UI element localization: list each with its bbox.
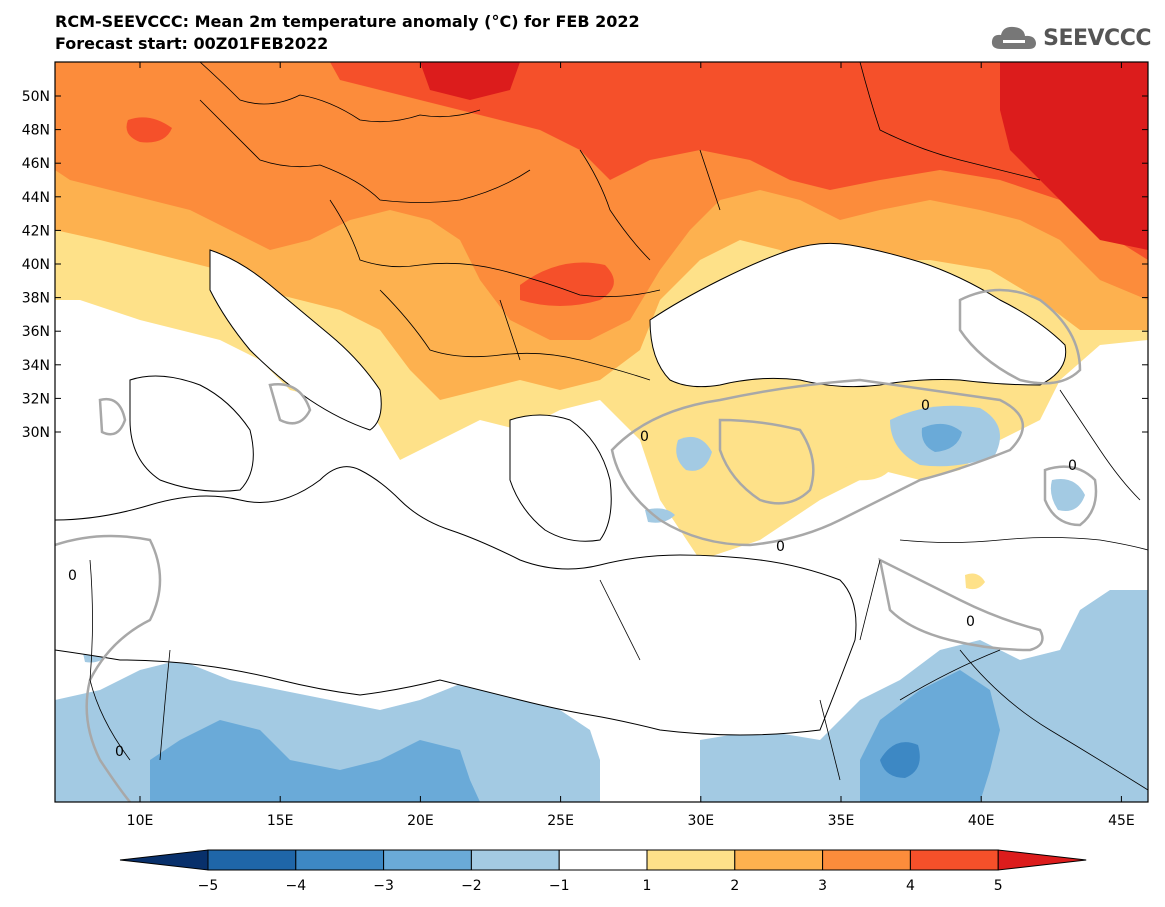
cold-anomaly-sea [645, 508, 675, 523]
warm-anomaly-syria [965, 573, 985, 590]
warm-anomaly-4-5 [330, 62, 1148, 260]
colorbar-label: −2 [461, 878, 482, 894]
adriatic-sea [209, 249, 382, 431]
lat-label: 40N [22, 257, 50, 273]
warm-anomaly-turkey-2 [845, 464, 890, 481]
colorbar-label: −3 [373, 878, 394, 894]
lat-label: 34N [22, 358, 50, 374]
cold-anomaly-turkey-west [676, 436, 712, 471]
map-title: RCM-SEEVCCC: Mean 2m temperature anomaly… [55, 12, 640, 31]
contour-label: 0 [115, 744, 124, 760]
colorbar-swatch [646, 849, 736, 871]
colorbar-label: 4 [906, 878, 915, 894]
logo-text: SEEVCCC [1043, 25, 1151, 51]
colorbar-label: −1 [549, 878, 570, 894]
colorbar-swatch [207, 849, 297, 871]
colorbar-label: 1 [643, 878, 652, 894]
colorbar-swatch [909, 849, 999, 871]
lat-label: 32N [22, 391, 50, 407]
colorbar-swatch [470, 849, 560, 871]
warm-anomaly-4-5-alps [126, 117, 172, 143]
forecast-start: Forecast start: 00Z01FEB2022 [55, 34, 329, 53]
lat-label: 42N [22, 223, 50, 239]
colorbar-swatch [822, 849, 911, 871]
contour-label: 0 [1068, 458, 1077, 474]
colorbar-label: −4 [285, 878, 306, 894]
lat-label: 44N [22, 190, 50, 206]
warm-anomaly-turkey-1 [769, 462, 803, 505]
lat-label: 38N [22, 291, 50, 307]
contour-label: 0 [966, 614, 975, 630]
cold-anomaly-arabia-3 [880, 742, 920, 778]
lon-label: 10E [127, 813, 154, 829]
cold-anomaly-caucasus [1050, 479, 1085, 511]
lat-label: 30N [22, 425, 50, 441]
warm-anomaly-above-5 [1000, 62, 1148, 250]
aegean-sea [509, 414, 612, 542]
lon-label: 40E [968, 813, 995, 829]
cold-anomaly-libya-2 [150, 720, 480, 802]
colorbar-swatch [383, 849, 472, 871]
colorbar-label: 5 [994, 878, 1003, 894]
contour-label: 0 [921, 398, 930, 414]
contour-label: 0 [640, 429, 649, 445]
lon-label: 20E [407, 813, 434, 829]
colorbar-arrow-low [119, 849, 209, 871]
contour-label: 0 [776, 539, 785, 555]
colorbar-swatch [295, 849, 385, 871]
colorbar-label: 3 [818, 878, 827, 894]
cold-anomaly-anatolia-2 [921, 423, 962, 452]
tyrrhenian-sea [129, 375, 254, 492]
lat-label: 36N [22, 324, 50, 340]
latitude-axis: 50N 48N 46N 44N 42N 40N 38N 36N 34N 32N 30N [22, 89, 1148, 441]
lon-label: 45E [1108, 813, 1135, 829]
country-borders [89, 62, 1148, 791]
lon-label: 30E [687, 813, 714, 829]
lon-label: 35E [828, 813, 855, 829]
lat-label: 48N [22, 123, 50, 139]
lon-label: 15E [267, 813, 294, 829]
warm-anomaly-above-5-poland [420, 62, 520, 100]
zero-contours [55, 288, 1098, 802]
colorbar-arrow-high [997, 849, 1087, 871]
longitude-axis: 10E 15E 20E 25E 30E 35E 40E 45E [127, 62, 1135, 829]
contour-labels: 0 0 0 0 0 0 0 [68, 398, 1077, 760]
mediterranean-sea [55, 466, 857, 736]
lat-label: 50N [22, 89, 50, 105]
lon-label: 25E [547, 813, 574, 829]
colorbar-label: −5 [198, 878, 219, 894]
contour-label: 0 [68, 568, 77, 584]
colorbar-label: 2 [730, 878, 739, 894]
black-sea [649, 242, 1067, 388]
colorbar-swatch [734, 849, 824, 871]
warm-anomaly-4-5-romania [520, 262, 614, 306]
lat-label: 46N [22, 156, 50, 172]
cloud-icon [992, 26, 1037, 49]
sea-areas [55, 242, 1067, 736]
colorbar-swatch [558, 849, 648, 871]
seevccc-logo: SEEVCCC [989, 22, 1151, 54]
colorbar: −5 −4 −3 −2 −1 1 2 3 4 5 [119, 849, 1087, 894]
